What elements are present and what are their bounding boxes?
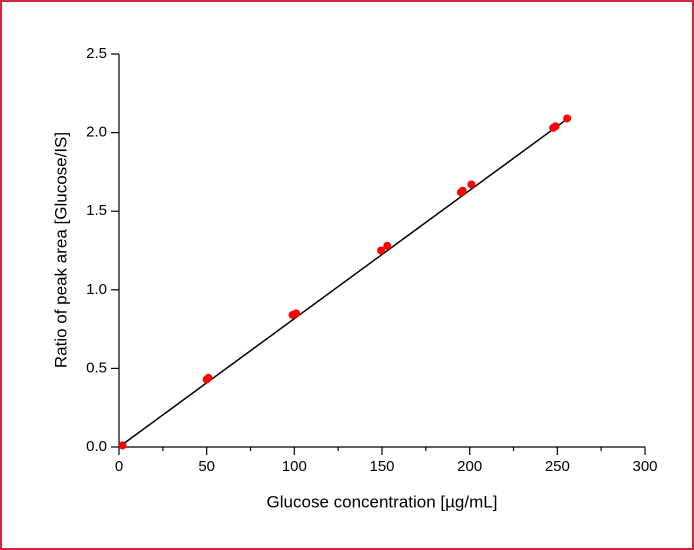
x-tick-label: 200 bbox=[457, 458, 482, 475]
data-point bbox=[467, 180, 476, 189]
data-point bbox=[458, 186, 467, 195]
x-tick-label: 250 bbox=[545, 458, 570, 475]
y-tick-label: 0.0 bbox=[86, 438, 107, 455]
y-tick-label: 1.5 bbox=[86, 202, 107, 219]
data-point bbox=[292, 309, 301, 318]
x-tick-label: 150 bbox=[369, 458, 394, 475]
y-tick-label: 2.0 bbox=[86, 124, 107, 141]
fit-line bbox=[118, 117, 569, 448]
data-point bbox=[118, 441, 127, 450]
data-point bbox=[563, 114, 572, 123]
data-point bbox=[551, 122, 560, 131]
data-point bbox=[204, 373, 213, 382]
x-tick-label: 0 bbox=[115, 458, 123, 475]
x-tick-label: 50 bbox=[198, 458, 215, 475]
y-axis-label: Ratio of peak area [Glucose/IS] bbox=[51, 132, 70, 368]
y-tick-label: 0.5 bbox=[86, 359, 107, 376]
x-axis-label: Glucose concentration [µg/mL] bbox=[267, 492, 498, 511]
data-point bbox=[383, 241, 392, 250]
x-tick-label: 100 bbox=[282, 458, 307, 475]
y-tick-label: 2.5 bbox=[86, 45, 107, 62]
data-point bbox=[377, 246, 386, 255]
y-tick-label: 1.0 bbox=[86, 281, 107, 298]
x-tick-label: 300 bbox=[632, 458, 657, 475]
